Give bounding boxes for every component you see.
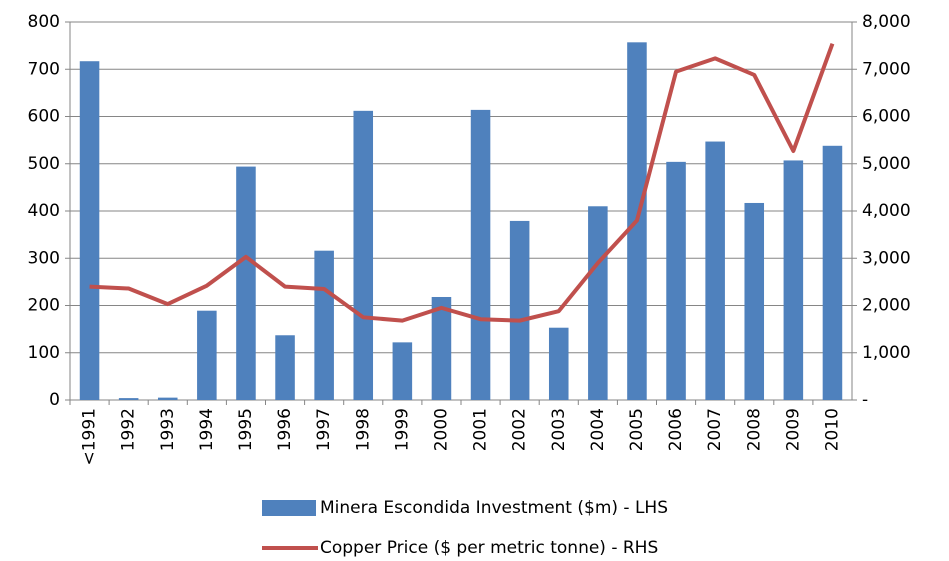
y-tick-label: 300 — [28, 248, 60, 268]
y-tick-label: 100 — [28, 343, 60, 363]
y2-tick-label: 5,000 — [862, 154, 911, 174]
x-tick-label: 2003 — [549, 408, 569, 451]
y2-tick-label: 8,000 — [862, 12, 911, 32]
x-tick-label: 2002 — [510, 408, 530, 451]
bar — [79, 61, 100, 400]
y-tick-label: 200 — [28, 296, 60, 316]
x-tick-label: 1993 — [158, 408, 178, 451]
x-tick-label: 2007 — [705, 408, 725, 451]
y-tick-label: 500 — [28, 154, 60, 174]
x-tick-label: <1991 — [80, 408, 100, 466]
y2-tick-label: 6,000 — [862, 107, 911, 127]
x-tick-label: 2001 — [471, 408, 491, 451]
x-tick-label: 2008 — [744, 408, 764, 451]
x-tick-label: 2009 — [783, 408, 803, 451]
x-tick-label: 1999 — [392, 408, 412, 451]
y-tick-label: 0 — [49, 390, 60, 410]
bar — [157, 397, 178, 400]
bar — [236, 166, 256, 400]
x-tick-label: 2005 — [627, 408, 647, 451]
line — [89, 43, 835, 323]
y2-tick-label: 4,000 — [862, 201, 911, 221]
x-tick-label: 1996 — [275, 408, 295, 451]
x-tick-label: 1995 — [236, 408, 256, 451]
y2-tick-label: - — [862, 390, 868, 410]
bar — [588, 206, 608, 400]
y-tick-label: 600 — [28, 107, 60, 127]
x-tick-label: 1992 — [119, 408, 139, 451]
bar — [275, 335, 295, 400]
y2-tick-label: 7,000 — [862, 59, 911, 79]
bar — [314, 250, 334, 400]
y2-tick-label: 3,000 — [862, 248, 911, 268]
x-tick-label: 2004 — [588, 408, 608, 451]
x-tick-label: 1994 — [197, 408, 217, 451]
bar — [392, 342, 413, 400]
bar — [666, 161, 686, 400]
legend-label: Copper Price ($ per metric tonne) - RHS — [320, 538, 658, 558]
legend-swatch — [262, 500, 316, 516]
bar — [783, 160, 804, 400]
y-tick-label: 800 — [28, 12, 60, 32]
bar — [118, 398, 139, 400]
bar — [431, 296, 452, 400]
bar — [470, 109, 491, 400]
bar — [822, 145, 843, 400]
legend-label: Minera Escondida Investment ($m) - LHS — [320, 498, 668, 518]
bar — [509, 220, 530, 400]
bar — [744, 202, 765, 400]
x-tick-label: 2006 — [666, 408, 686, 451]
x-tick-label: 2010 — [822, 408, 842, 451]
y-tick-label: 700 — [28, 59, 60, 79]
x-tick-label: 2000 — [431, 408, 451, 451]
bar — [705, 141, 725, 401]
y2-tick-label: 1,000 — [862, 343, 911, 363]
bar — [548, 327, 569, 400]
x-tick-label: 1997 — [314, 408, 334, 451]
x-tick-label: 1998 — [353, 408, 373, 451]
y2-tick-label: 2,000 — [862, 296, 911, 316]
bar — [353, 110, 374, 400]
bar — [197, 310, 217, 400]
y-tick-label: 400 — [28, 201, 60, 221]
